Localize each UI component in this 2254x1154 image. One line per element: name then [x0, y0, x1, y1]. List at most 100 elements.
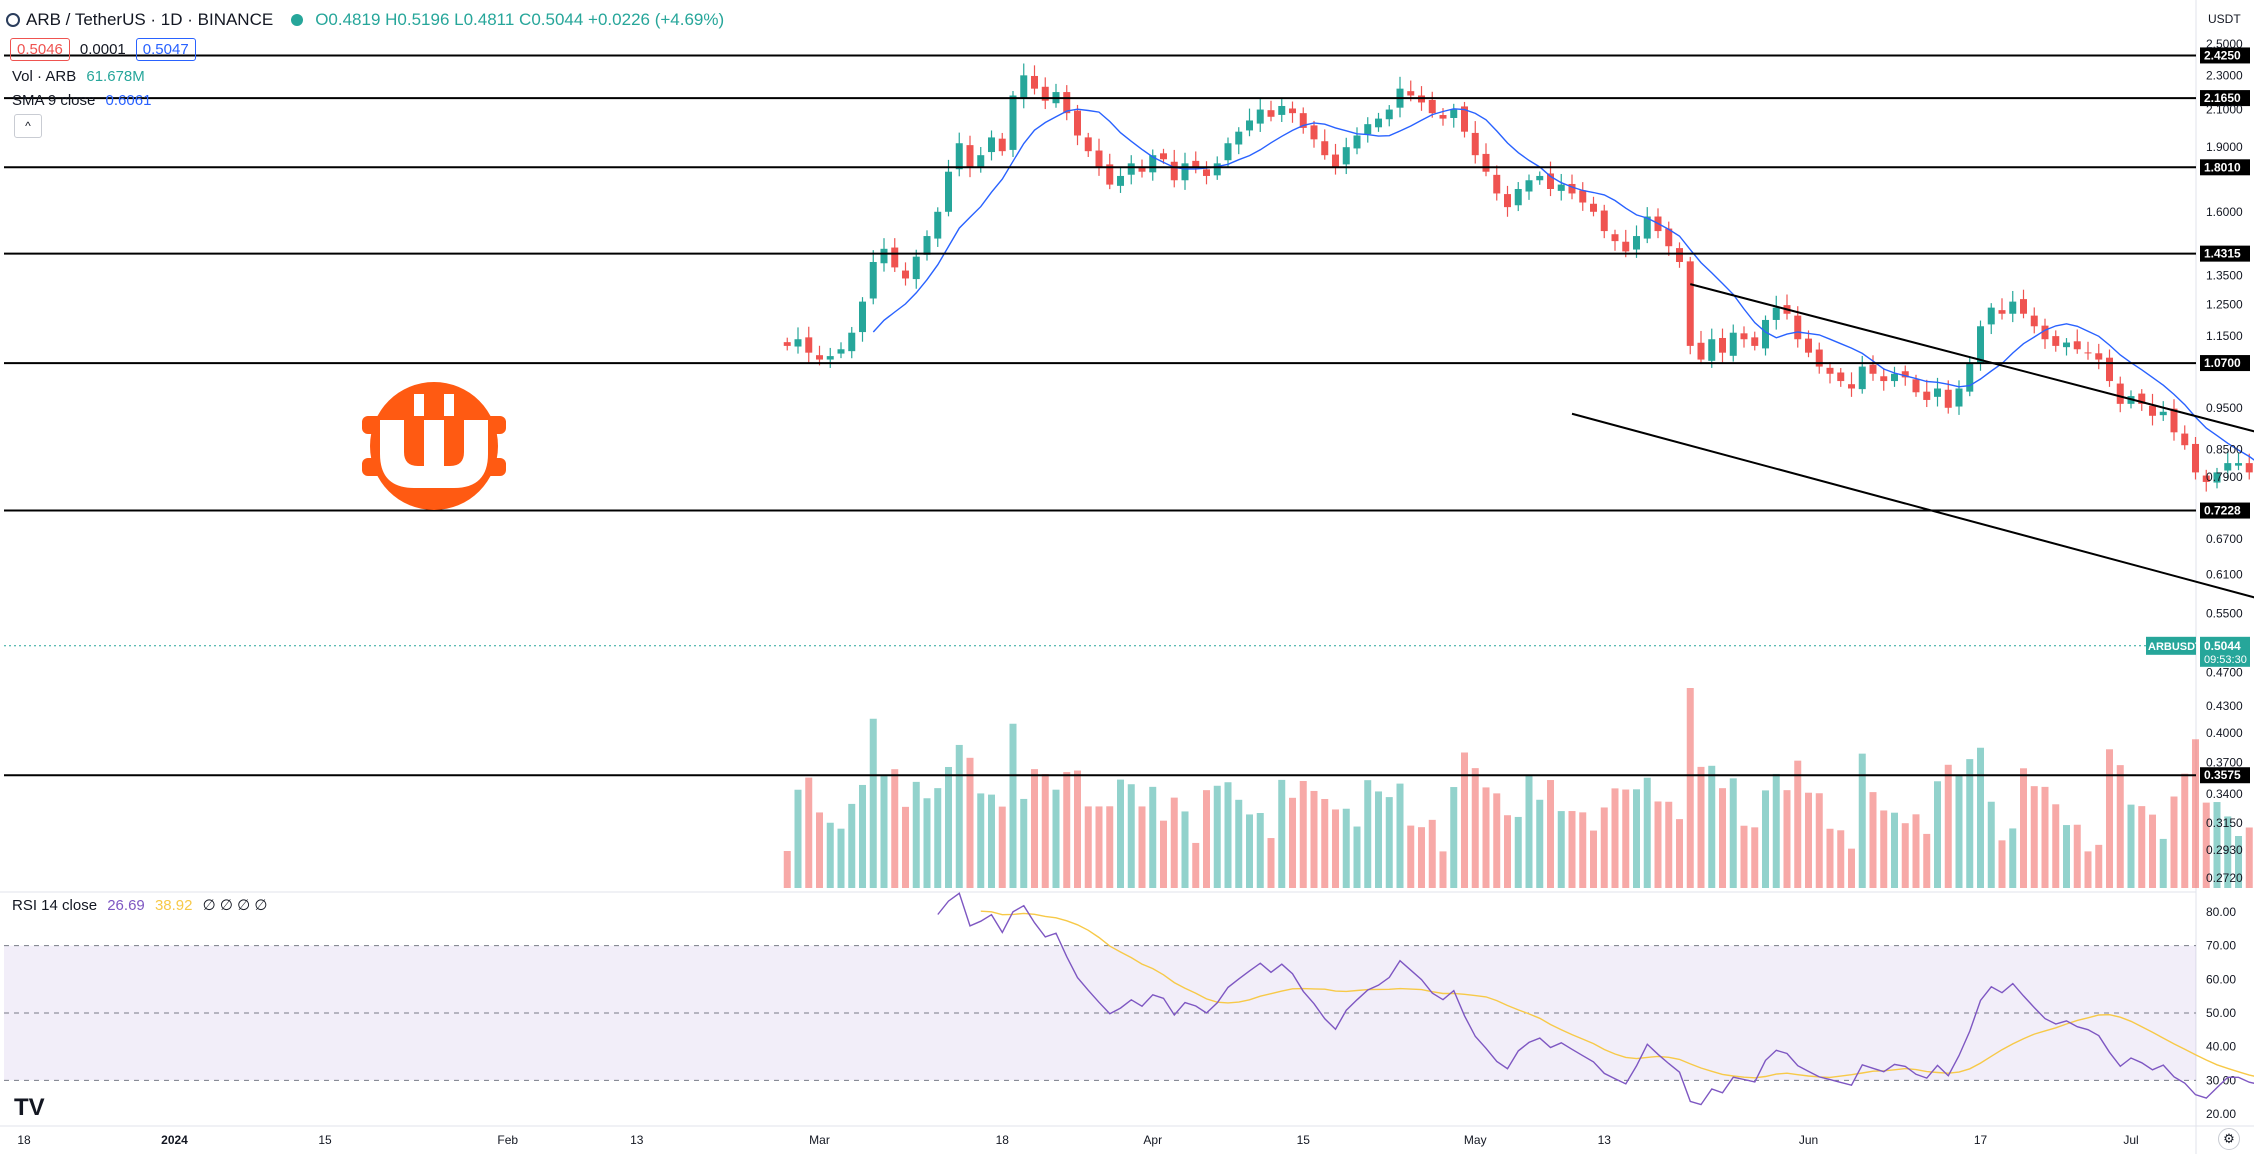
rsi-legend[interactable]: RSI 14 close 26.69 38.92 ∅ ∅ ∅ ∅ [12, 896, 267, 914]
currency-label[interactable]: USDT [2208, 12, 2241, 26]
volume-bar [2106, 749, 2113, 888]
rsi-extra-values: ∅ ∅ ∅ ∅ [202, 897, 268, 914]
time-axis-label: 18 [996, 1133, 1010, 1147]
volume-bar [1353, 826, 1361, 888]
collapse-legend-button[interactable]: ^ [14, 114, 42, 138]
level-tag-label: 2.4250 [2204, 48, 2241, 62]
candle-body [1031, 75, 1038, 89]
volume-bar [2245, 827, 2253, 888]
last-price-tag [2200, 636, 2250, 667]
volume-bar [1439, 851, 1447, 888]
sma-9-line [872, 108, 2254, 461]
bid-button[interactable]: 0.5046 [10, 38, 70, 61]
volume-bar [2235, 836, 2242, 888]
candle-body [1278, 105, 1286, 115]
volume-bar [1934, 781, 1941, 888]
candle-body [1934, 388, 1941, 397]
volume-bar [1170, 797, 1178, 888]
candle-body [1880, 376, 1888, 382]
candle-body [2084, 352, 2092, 354]
candle-body [945, 171, 952, 212]
time-axis-label: Jul [2123, 1133, 2138, 1147]
candle-body [934, 211, 942, 239]
volume-bar [1299, 781, 1307, 888]
time-axis-label: 17 [1974, 1133, 1988, 1147]
volume-bar [1031, 769, 1038, 888]
volume-bar [1407, 825, 1415, 888]
symbol-tag [2146, 636, 2196, 655]
volume-bar [1342, 808, 1350, 888]
candle-body [1407, 91, 1415, 96]
candle-body [1977, 326, 1984, 364]
candle-body [1837, 372, 1845, 382]
candle-body [1633, 236, 1640, 250]
rsi-axis-label: 30.00 [2206, 1073, 2236, 1087]
price-axis-label: 2.1000 [2206, 103, 2243, 117]
volume-bar [1181, 811, 1189, 888]
rsi-label: RSI 14 close [12, 897, 98, 914]
volume-bar [1998, 840, 2006, 888]
candle-body [1568, 183, 1576, 194]
candle-body [2020, 299, 2027, 314]
brand-logo [362, 382, 506, 510]
candle-body [2224, 463, 2232, 471]
candle-body [1955, 388, 1963, 407]
tradingview-logo[interactable]: TV [14, 1094, 45, 1121]
level-tag [2200, 245, 2250, 262]
price-axis-label: 1.9000 [2206, 140, 2243, 154]
candle-body [2073, 341, 2081, 350]
price-axis-label: 0.3400 [2206, 787, 2243, 801]
volume-legend[interactable]: Vol · ARB 61.678M [12, 68, 145, 85]
rsi-axis-label: 20.00 [2206, 1107, 2236, 1121]
settings-gear-icon[interactable]: ⚙ [2218, 1128, 2240, 1150]
candle-body [1074, 110, 1081, 136]
volume-bar [1203, 790, 1210, 888]
time-axis-label: Feb [497, 1133, 518, 1147]
volume-bar [1987, 801, 1995, 888]
volume-value: 61.678M [86, 68, 145, 85]
volume-bar [1514, 816, 1522, 888]
sma-value: 0.6061 [105, 92, 152, 109]
candle-body [2009, 301, 2017, 314]
candle-body [1622, 241, 1630, 252]
candle-body [1471, 132, 1479, 156]
volume-bar [1805, 792, 1812, 888]
rsi-axis-label: 70.00 [2206, 939, 2236, 953]
candle-body [837, 349, 845, 354]
candle-body [805, 337, 813, 353]
volume-bar [1633, 789, 1640, 888]
volume-bar [902, 806, 909, 888]
sma-label: SMA 9 close [12, 92, 96, 109]
volume-bar [1600, 807, 1608, 888]
volume-bar [794, 789, 802, 888]
candle-body [1579, 190, 1587, 203]
volume-bar [1256, 813, 1264, 888]
candle-body [1794, 315, 1802, 340]
rsi-axis-label: 60.00 [2206, 972, 2236, 986]
volume-bar [1622, 789, 1630, 888]
time-axis-label: 18 [17, 1133, 31, 1147]
price-axis-label: 0.4000 [2206, 726, 2243, 740]
level-tag-label: 0.7228 [2204, 504, 2241, 518]
candle-body [2245, 463, 2253, 473]
candle-body [1450, 109, 1458, 118]
volume-bar [859, 784, 866, 888]
candle-body [1665, 228, 1673, 247]
last-price-label: 0.5044 [2204, 639, 2241, 653]
candle-body [1063, 92, 1071, 114]
candle-body [1611, 234, 1619, 242]
volume-bar [988, 794, 995, 888]
ask-button[interactable]: 0.5047 [135, 38, 196, 61]
candle-body [1805, 338, 1812, 353]
sma-legend[interactable]: SMA 9 close 0.6061 [12, 92, 151, 109]
volume-bar [1923, 833, 1931, 888]
volume-bar [1385, 797, 1393, 888]
candle-body [1762, 319, 1769, 349]
symbol-title[interactable]: ARB / TetherUS · 1D · BINANCE [26, 10, 274, 29]
price-axis-label: 0.4700 [2206, 665, 2243, 679]
candle-body [1385, 109, 1393, 120]
candle-body [848, 332, 856, 352]
candle-body [1772, 307, 1780, 320]
volume-bar [966, 757, 974, 888]
